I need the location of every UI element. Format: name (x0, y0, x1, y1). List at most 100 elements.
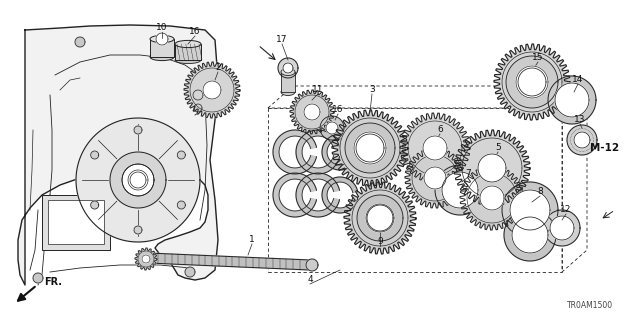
Text: 11: 11 (312, 85, 324, 94)
Polygon shape (512, 217, 548, 253)
Polygon shape (306, 259, 318, 271)
Polygon shape (462, 138, 522, 198)
Polygon shape (502, 52, 562, 112)
Text: 12: 12 (560, 205, 572, 214)
Polygon shape (203, 81, 221, 99)
Polygon shape (357, 195, 403, 241)
Polygon shape (134, 226, 142, 234)
Polygon shape (574, 132, 590, 148)
Polygon shape (344, 182, 416, 254)
Polygon shape (454, 130, 530, 206)
Ellipse shape (150, 53, 174, 60)
Text: 14: 14 (572, 76, 584, 84)
Polygon shape (128, 170, 148, 190)
Text: 9: 9 (377, 237, 383, 246)
Polygon shape (184, 62, 240, 118)
Polygon shape (412, 155, 458, 201)
Polygon shape (76, 118, 200, 242)
Polygon shape (290, 90, 334, 134)
Polygon shape (322, 177, 358, 213)
Text: 16: 16 (332, 106, 344, 115)
Ellipse shape (150, 36, 174, 43)
Bar (48, 200, 104, 244)
Text: 16: 16 (189, 28, 201, 36)
Ellipse shape (281, 68, 295, 76)
Polygon shape (295, 95, 329, 129)
Polygon shape (408, 121, 462, 175)
Polygon shape (122, 164, 154, 196)
Polygon shape (193, 90, 203, 100)
Polygon shape (502, 182, 558, 238)
Polygon shape (18, 25, 218, 285)
Polygon shape (190, 68, 234, 112)
Polygon shape (283, 63, 293, 73)
Text: M-12: M-12 (590, 143, 619, 153)
Text: 6: 6 (437, 125, 443, 134)
Polygon shape (278, 58, 298, 78)
Text: 8: 8 (537, 188, 543, 196)
Polygon shape (156, 33, 168, 45)
Bar (281, 72, 295, 92)
Polygon shape (518, 68, 546, 96)
Text: 13: 13 (574, 116, 586, 124)
Polygon shape (548, 76, 596, 124)
Ellipse shape (281, 89, 295, 95)
Text: TR0AM1500: TR0AM1500 (567, 300, 613, 309)
Polygon shape (480, 186, 504, 210)
Polygon shape (516, 66, 548, 98)
Polygon shape (367, 205, 393, 231)
Polygon shape (494, 44, 570, 120)
Polygon shape (405, 148, 465, 208)
Polygon shape (400, 113, 470, 183)
Polygon shape (75, 37, 85, 47)
Polygon shape (91, 151, 99, 159)
Text: FR.: FR. (44, 277, 62, 287)
Polygon shape (435, 165, 485, 215)
Polygon shape (478, 154, 506, 182)
Polygon shape (510, 190, 550, 230)
Text: 15: 15 (532, 53, 544, 62)
Polygon shape (177, 151, 186, 159)
Polygon shape (155, 35, 165, 45)
Polygon shape (304, 104, 320, 120)
Bar (42, 195, 110, 250)
Polygon shape (366, 204, 394, 232)
Polygon shape (322, 134, 358, 170)
Polygon shape (340, 118, 400, 178)
Polygon shape (567, 125, 597, 155)
Polygon shape (332, 110, 408, 186)
Polygon shape (356, 134, 384, 162)
Polygon shape (296, 173, 339, 217)
Polygon shape (130, 172, 146, 188)
Polygon shape (442, 172, 478, 208)
Ellipse shape (175, 56, 201, 64)
Polygon shape (148, 253, 310, 270)
Polygon shape (354, 132, 386, 164)
Ellipse shape (175, 40, 201, 48)
Polygon shape (91, 201, 99, 209)
Text: 3: 3 (369, 85, 375, 94)
Polygon shape (134, 126, 142, 134)
Polygon shape (194, 104, 202, 112)
Polygon shape (424, 167, 446, 189)
Text: 1: 1 (249, 236, 255, 244)
Polygon shape (110, 152, 166, 208)
Polygon shape (138, 251, 154, 267)
Polygon shape (273, 173, 316, 217)
Polygon shape (467, 173, 517, 223)
Bar (175, 44, 201, 60)
Polygon shape (326, 122, 338, 134)
Polygon shape (33, 273, 43, 283)
Text: 5: 5 (495, 143, 501, 153)
Text: 17: 17 (276, 36, 288, 44)
Polygon shape (296, 130, 339, 174)
Polygon shape (122, 164, 154, 196)
Polygon shape (177, 201, 186, 209)
Polygon shape (135, 248, 157, 270)
Polygon shape (423, 136, 447, 160)
Polygon shape (506, 56, 558, 108)
Polygon shape (273, 130, 316, 174)
Polygon shape (555, 83, 589, 117)
Text: 2: 2 (215, 63, 221, 73)
Polygon shape (550, 216, 574, 240)
